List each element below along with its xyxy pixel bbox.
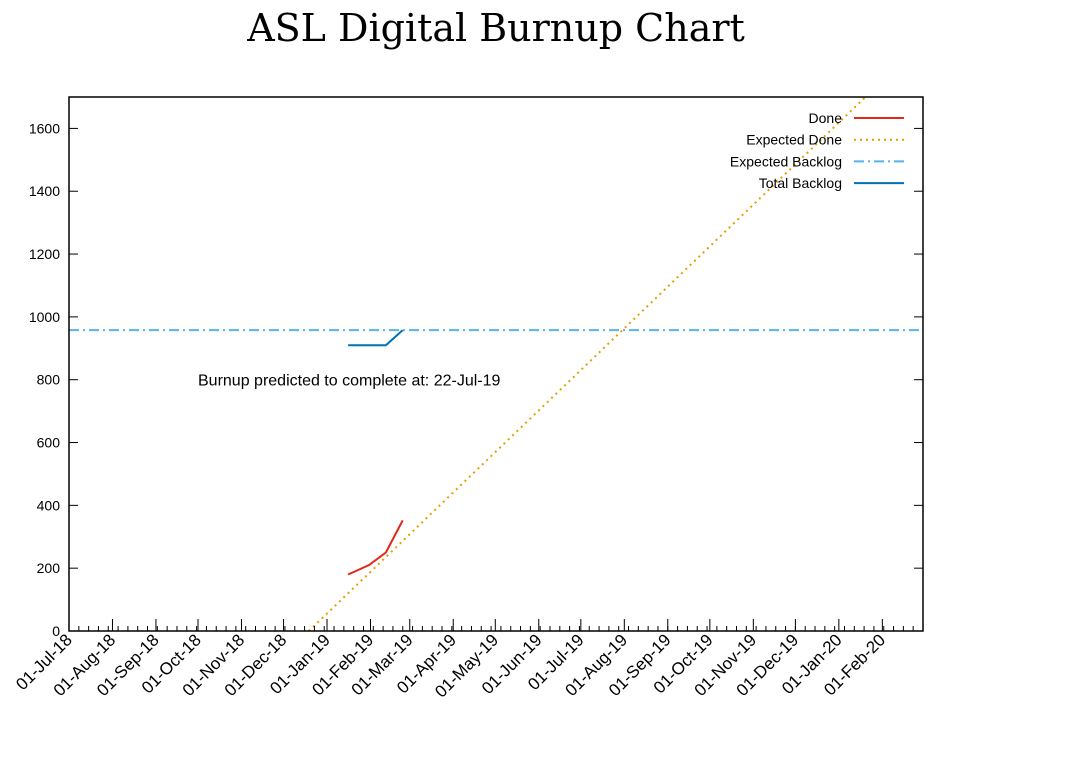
y-tick-label: 1200 bbox=[29, 246, 60, 262]
chart-title: ASL Digital Burnup Chart bbox=[246, 6, 745, 50]
y-tick-label: 400 bbox=[37, 497, 61, 513]
annotation-text: Burnup predicted to complete at: 22-Jul-… bbox=[198, 373, 501, 390]
series-line-total-backlog bbox=[348, 329, 404, 347]
legend-label-done: Done bbox=[809, 110, 843, 126]
y-tick-label: 200 bbox=[37, 560, 61, 576]
plot-frame bbox=[68, 96, 924, 632]
y-tick-label: 600 bbox=[37, 435, 61, 451]
series-line-done bbox=[347, 519, 404, 576]
legend: Done Expected Done Expected Backlog Total B… bbox=[730, 110, 904, 191]
legend-label-expected-backlog: Expected Backlog bbox=[730, 153, 842, 169]
legend-label-total-backlog: Total Backlog bbox=[759, 175, 842, 191]
series-lines bbox=[69, 97, 923, 631]
series-line-expected-done bbox=[308, 97, 867, 631]
y-tick-label: 1400 bbox=[29, 183, 60, 199]
y-tick-label: 800 bbox=[37, 372, 61, 388]
y-tick-label: 1600 bbox=[29, 120, 60, 136]
y-tick-label: 1000 bbox=[29, 309, 60, 325]
y-tick-label: 0 bbox=[52, 623, 60, 639]
legend-label-expected-done: Expected Done bbox=[746, 132, 842, 148]
annotations: Burnup predicted to complete at: 22-Jul-… bbox=[198, 373, 501, 390]
